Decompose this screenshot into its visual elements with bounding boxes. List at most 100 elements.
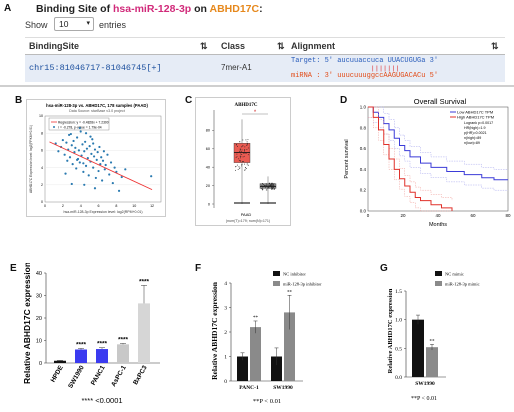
- jitter-point: [247, 138, 249, 140]
- jitter-point: [236, 156, 238, 158]
- jitter-point: [239, 149, 241, 151]
- jitter-point: [241, 164, 243, 165]
- survival-ylabel: Percent survival: [344, 139, 350, 178]
- x-tick-label: 6: [98, 204, 100, 208]
- y-tick-label: 2: [41, 183, 43, 187]
- scatter-point: [93, 148, 97, 151]
- binding-site-cell[interactable]: chr15:81046717-81046745[+]: [29, 63, 162, 73]
- column-header-alignment[interactable]: Alignment: [291, 41, 335, 51]
- bar-g-ticks: 0.0 0.5 1.0 1.5: [395, 289, 406, 381]
- scatter-point: [76, 158, 79, 161]
- y-tick-label: 0: [41, 200, 43, 204]
- scatter-title: hsa-miR-128-3p vs. ABHD17C, 178 samples …: [46, 103, 148, 108]
- jitter-point: [244, 169, 246, 171]
- jitter-point: [241, 150, 243, 152]
- x-tick-label: 80: [505, 213, 511, 218]
- jitter-point: [246, 143, 248, 145]
- stat-phr: p(HR)=0.0021: [464, 131, 487, 135]
- jitter-point: [271, 184, 273, 186]
- scatter-point: [79, 130, 82, 133]
- panel-b: B hsa-miR-128-3p vs. ABHD17C, 178 sample…: [15, 95, 166, 220]
- y-tick-label: 0.4: [360, 167, 367, 172]
- bar-g-bars: ** SW1990: [412, 314, 438, 387]
- scatter-legend: [48, 117, 110, 131]
- tick-label: 2: [224, 330, 227, 336]
- scatter-point: [89, 135, 92, 138]
- y-tick-label: 6: [41, 149, 43, 153]
- survival-curve-high: [368, 106, 453, 211]
- sort-icon[interactable]: ⇅: [491, 41, 499, 51]
- binding-site-title: Binding Site of hsa-miR-128-3p on ABHD17…: [36, 3, 263, 15]
- bar-f-footnote: **P < 0.01: [253, 398, 281, 405]
- jitter-point: [273, 188, 275, 190]
- legend-nc-mimic: NC mimic: [445, 272, 464, 277]
- bar-SW1990-0: [412, 319, 424, 377]
- sort-icon[interactable]: ⇅: [200, 41, 208, 51]
- jitter-point: [271, 182, 272, 184]
- bar-chart-f: Relative ABHD17C expression 0 1 2 3 4 ** PANC…: [210, 271, 322, 405]
- jitter-point: [268, 183, 270, 185]
- jitter-point: [243, 155, 245, 157]
- x-tick-label: 0: [367, 213, 370, 218]
- table-row[interactable]: chr15:81046717-81046745[+] 7mer-A1 Targe…: [25, 55, 505, 82]
- title-prefix: Binding Site of: [36, 3, 113, 15]
- x-tick-label: 20: [400, 213, 406, 218]
- jitter-point: [244, 169, 245, 171]
- legend-high: High ABHD17C TPM: [457, 115, 494, 120]
- scatter-point: [106, 153, 109, 156]
- jitter-point: [263, 186, 265, 188]
- scatter-ylabel: ABHD17C Expression level: log2(FPKM+0.01…: [29, 125, 33, 193]
- tick-label: 4: [224, 281, 227, 287]
- jitter-point: [247, 147, 249, 149]
- jitter-point: [270, 183, 272, 185]
- jitter-point: [244, 163, 246, 165]
- scatter-point: [90, 152, 93, 155]
- sort-icon[interactable]: ⇅: [277, 41, 285, 51]
- scatter-point: [86, 157, 89, 160]
- jitter-point: [263, 184, 264, 186]
- bar-chart-e: Relative ABHD17C expression 0 10 20 30 40 HP…: [22, 262, 160, 405]
- jitter-point: [267, 187, 269, 189]
- scatter-point: [70, 182, 73, 186]
- x-tick-label: 8: [115, 204, 117, 208]
- gene-name: ABHD17C: [209, 3, 260, 15]
- scatter-point: [124, 168, 127, 171]
- confidence-band: [368, 106, 453, 201]
- jitter-point: [236, 143, 237, 145]
- box-T: [233, 143, 251, 163]
- jitter-point: [269, 185, 271, 187]
- column-header-bindingsite[interactable]: BindingSite: [29, 41, 79, 51]
- scatter-point: [93, 187, 97, 190]
- scatter-point: [57, 150, 60, 153]
- x-tick-label: 40: [435, 213, 441, 218]
- jitter-point: [272, 185, 274, 187]
- bar-e-footnote: **** <0.0001: [81, 396, 122, 405]
- significance-mark: **: [430, 339, 436, 344]
- panel-letter-b: B: [15, 95, 23, 106]
- tick-label: 0: [224, 379, 227, 385]
- page-size-select[interactable]: 10 ▾: [54, 17, 94, 31]
- tick-label: 1.0: [395, 318, 402, 324]
- jitter-point: [246, 149, 248, 151]
- jitter-point: [265, 183, 267, 185]
- scatter-plot: hsa-miR-128-3p vs. ABHD17C, 178 samples …: [29, 103, 162, 214]
- bar-SW1990-1: [284, 312, 295, 381]
- survival-xlabel: Months: [429, 222, 447, 228]
- scatter-point: [73, 151, 76, 154]
- jitter-point: [244, 149, 246, 151]
- scatter-points: [54, 126, 153, 192]
- tick-label: 30: [36, 294, 42, 300]
- scatter-point: [102, 150, 105, 153]
- y-tick-label: 10: [39, 114, 43, 118]
- jitter-point: [235, 169, 236, 171]
- scatter-point: [100, 156, 103, 159]
- jitter-point: [237, 168, 239, 170]
- legend-regression: Regression: y = -0.4828x + 7.2300: [58, 120, 109, 124]
- scatter-point: [98, 145, 101, 149]
- cohort-label: PAAD: [241, 212, 252, 217]
- scatter-point: [101, 179, 104, 182]
- jitter-point: [246, 144, 248, 146]
- panel-letter-d: D: [340, 95, 348, 106]
- column-header-class[interactable]: Class: [221, 41, 246, 51]
- jitter-point: [269, 186, 271, 188]
